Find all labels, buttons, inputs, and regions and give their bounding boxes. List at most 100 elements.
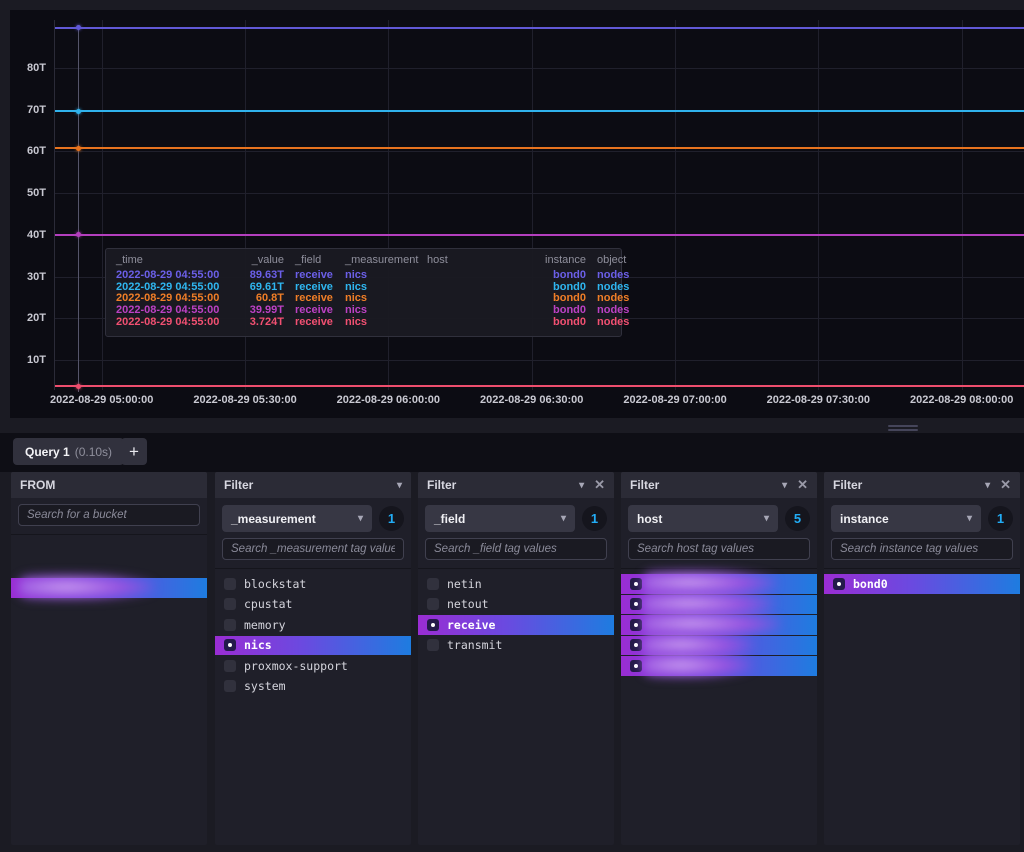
tag-key-dropdown[interactable]: instance ▾ (831, 505, 981, 532)
tag-value-item[interactable] (621, 574, 817, 594)
checkbox-icon[interactable] (224, 639, 236, 651)
checkbox-icon[interactable] (224, 660, 236, 672)
checkbox-icon[interactable] (224, 680, 236, 692)
query-tab-label: Query 1 (25, 445, 70, 459)
tag-value-list (621, 574, 817, 676)
y-axis-tick-label: 40T (12, 229, 46, 241)
checkbox-icon[interactable] (833, 578, 845, 590)
resize-drag-handle[interactable] (888, 425, 918, 431)
checkbox-icon[interactable] (427, 639, 439, 651)
tag-key-row: host ▾ 5 (621, 498, 817, 532)
series-line (55, 27, 1024, 29)
tag-value-search-input[interactable] (831, 538, 1013, 560)
data-point-dot (76, 384, 81, 389)
tag-key-dropdown[interactable]: _measurement ▾ (222, 505, 372, 532)
filter-panel-header: Filter ▾ ✕ (418, 472, 614, 498)
tooltip-column-header: object (586, 255, 622, 270)
checkbox-icon[interactable] (224, 578, 236, 590)
chevron-down-icon[interactable]: ▾ (397, 480, 402, 491)
tag-value-list: bond0 (824, 574, 1020, 594)
tag-value-item[interactable]: nics (215, 636, 411, 656)
checkbox-icon[interactable] (630, 660, 642, 672)
data-point-dot (76, 25, 81, 30)
tag-value-list: blockstat cpustat memory nics proxmox-suppor… (215, 574, 411, 696)
chevron-down-icon[interactable]: ▾ (782, 480, 787, 491)
tag-value-item-label: netin (447, 577, 482, 591)
x-axis-tick-label: 2022-08-29 05:00:00 (27, 394, 177, 406)
tag-value-search-input[interactable] (222, 538, 404, 560)
hover-tooltip: _time _value _field _measurement host instanc… (105, 248, 622, 337)
add-query-button[interactable]: + (121, 438, 147, 465)
checkbox-icon[interactable] (630, 598, 642, 610)
series-line (55, 234, 1024, 236)
tag-value-search-input[interactable] (628, 538, 810, 560)
tag-value-item[interactable]: proxmox-support (215, 656, 411, 676)
tag-value-item[interactable]: memory (215, 615, 411, 635)
close-icon[interactable]: ✕ (1000, 477, 1011, 493)
tag-value-item-label: memory (244, 618, 286, 632)
tag-value-item[interactable]: transmit (418, 636, 614, 656)
close-icon[interactable]: ✕ (594, 477, 605, 493)
checkbox-icon[interactable] (427, 598, 439, 610)
tag-value-item[interactable]: cpustat (215, 595, 411, 615)
checkbox-icon[interactable] (630, 639, 642, 651)
y-gridline (55, 193, 1024, 194)
x-gridline (962, 20, 963, 390)
tag-value-item[interactable]: bond0 (824, 574, 1020, 594)
y-axis-tick-label: 10T (12, 354, 46, 366)
x-axis-tick-label: 2022-08-29 07:30:00 (743, 394, 893, 406)
tag-value-item[interactable] (621, 595, 817, 615)
from-panel-header: FROM (11, 472, 207, 498)
checkbox-icon[interactable] (224, 619, 236, 631)
selected-count-badge: 5 (785, 506, 810, 531)
data-explorer-page: 80T 70T 60T 50T 40T 30T 20T 10T 2022-08-29 05:00… (0, 0, 1024, 852)
tooltip-cell: 3.724T (241, 317, 284, 329)
filter-panel-_measurement: Filter ▾ _measurement ▾ 1 blockstat cpustat mem… (215, 472, 411, 845)
tag-key-dropdown[interactable]: host ▾ (628, 505, 778, 532)
chevron-down-icon[interactable]: ▾ (579, 480, 584, 491)
tag-key-dropdown[interactable]: _field ▾ (425, 505, 575, 532)
selected-count-badge: 1 (379, 506, 404, 531)
tag-value-item[interactable]: netin (418, 574, 614, 594)
bucket-list-item[interactable] (11, 578, 207, 598)
query-builder: FROM Filter ▾ _measurement ▾ 1 blockstat cpust… (0, 472, 1024, 845)
checkbox-icon[interactable] (630, 578, 642, 590)
filter-panel-title: Filter (427, 478, 456, 492)
y-axis-tick-label: 80T (12, 62, 46, 74)
from-panel-title: FROM (20, 478, 55, 492)
checkbox-icon[interactable] (630, 619, 642, 631)
bucket-search-input[interactable] (18, 504, 200, 526)
chevron-down-icon: ▾ (967, 513, 972, 524)
query-tab[interactable]: Query 1 (0.10s) (13, 438, 124, 465)
close-icon[interactable]: ✕ (797, 477, 808, 493)
x-gridline (818, 20, 819, 390)
tag-value-item-label: blockstat (244, 577, 306, 591)
tag-value-item[interactable]: system (215, 677, 411, 697)
tag-value-item-label: system (244, 679, 286, 693)
tag-value-item[interactable] (621, 656, 817, 676)
checkbox-icon[interactable] (427, 578, 439, 590)
tag-value-item-label: cpustat (244, 597, 292, 611)
tag-value-item-label: proxmox-support (244, 659, 348, 673)
tag-key-row: _measurement ▾ 1 (215, 498, 411, 532)
checkbox-icon[interactable] (427, 619, 439, 631)
tag-value-item[interactable]: netout (418, 595, 614, 615)
tag-value-item[interactable]: receive (418, 615, 614, 635)
tag-value-item[interactable]: blockstat (215, 574, 411, 594)
x-axis-tick-label: 2022-08-29 05:30:00 (170, 394, 320, 406)
selected-count-badge: 1 (988, 506, 1013, 531)
chevron-down-icon[interactable]: ▾ (985, 480, 990, 491)
tag-value-search-input[interactable] (425, 538, 607, 560)
filter-panel-title: Filter (224, 478, 253, 492)
x-axis-tick-label: 2022-08-29 07:00:00 (600, 394, 750, 406)
tag-value-item[interactable] (621, 636, 817, 656)
bucket-list (11, 578, 207, 598)
checkbox-icon[interactable] (224, 598, 236, 610)
series-line (55, 147, 1024, 149)
filter-panel-header: Filter ▾ (215, 472, 411, 498)
chevron-down-icon: ▾ (561, 513, 566, 524)
tag-value-item[interactable] (621, 615, 817, 635)
y-axis-tick-label: 30T (12, 271, 46, 283)
tooltip-cell: nodes (586, 270, 622, 282)
tag-value-list: netin netout receive transmit (418, 574, 614, 655)
